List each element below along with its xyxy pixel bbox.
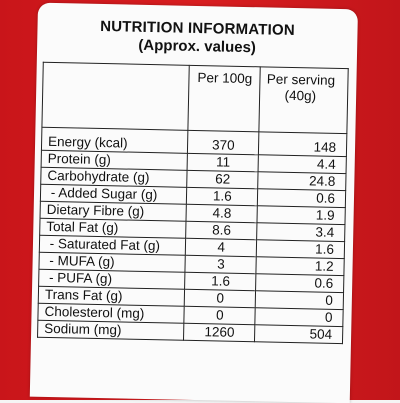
value-per-serving: 0 xyxy=(255,307,344,327)
value-per-100g: 62 xyxy=(186,170,259,189)
value-per-serving: 24.8 xyxy=(258,171,347,191)
header-nutrient xyxy=(41,62,190,131)
table-header-row: Per 100g Per serving (40g) xyxy=(41,62,349,134)
value-per-serving: 1.2 xyxy=(256,256,345,276)
value-per-100g: 4 xyxy=(185,238,258,257)
value-per-100g: 4.8 xyxy=(186,204,258,223)
value-per-100g: 0 xyxy=(184,289,256,308)
value-per-100g: 0 xyxy=(184,306,256,325)
nutrition-table: Per 100g Per serving (40g) Energy (kcal)… xyxy=(37,62,349,344)
value-per-serving: 148 xyxy=(258,131,347,157)
nutrition-label: NUTRITION INFORMATION (Approx. values) P… xyxy=(29,2,358,403)
value-per-100g: 370 xyxy=(187,130,260,155)
value-per-serving: 0.6 xyxy=(257,188,346,208)
value-per-100g: 8.6 xyxy=(185,221,258,240)
value-per-100g: 3 xyxy=(185,255,257,274)
nutrient-name: Sodium (mg) xyxy=(37,320,185,341)
value-per-serving: 3.4 xyxy=(257,222,345,242)
value-per-100g: 1260 xyxy=(183,323,256,342)
header-per-serving-line2: (40g) xyxy=(284,87,317,104)
header-per-100g: Per 100g xyxy=(188,65,261,132)
value-per-serving: 0 xyxy=(255,290,344,310)
value-per-serving: 0.6 xyxy=(255,273,344,293)
header-per-serving: Per serving (40g) xyxy=(259,66,349,134)
value-per-serving: 1.9 xyxy=(257,205,346,225)
value-per-100g: 1.6 xyxy=(186,187,259,206)
value-per-100g: 1.6 xyxy=(184,272,257,291)
value-per-100g: 11 xyxy=(187,153,259,172)
value-per-serving: 1.6 xyxy=(256,239,345,259)
nutrient-name: Energy (kcal) xyxy=(41,127,189,154)
value-per-serving: 4.4 xyxy=(258,154,347,174)
header-per-serving-line1: Per serving xyxy=(266,71,336,88)
value-per-serving: 504 xyxy=(254,324,343,344)
